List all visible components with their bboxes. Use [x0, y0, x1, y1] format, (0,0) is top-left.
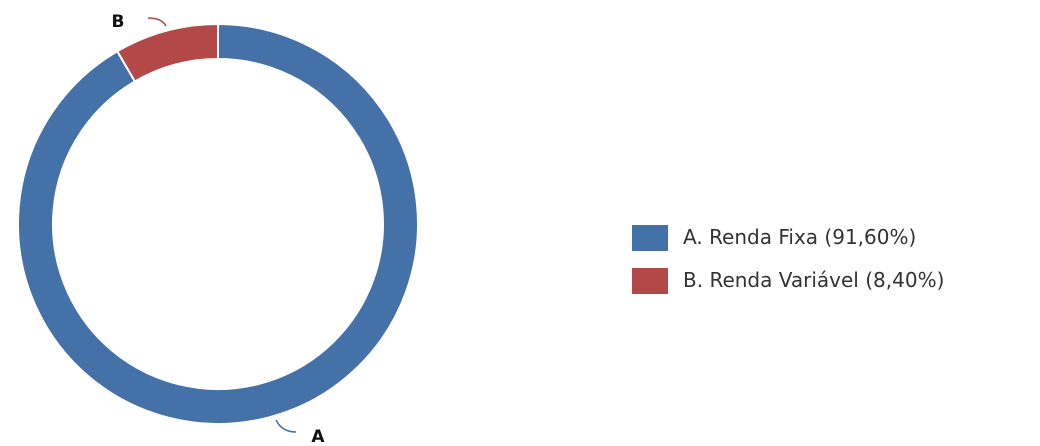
- legend-sep: ): [908, 225, 916, 249]
- legend-label: A. Renda Fixa (91,60%): [683, 225, 916, 249]
- legend-name: Renda Fixa: [709, 225, 818, 249]
- legend-sep: (: [818, 225, 832, 249]
- legend-swatch: [632, 268, 668, 294]
- slice-label: B: [112, 12, 125, 32]
- legend-letter: A: [683, 225, 697, 249]
- slice: [115, 22, 219, 83]
- legend-value: 91,60%: [832, 225, 908, 249]
- legend-label: B. Renda Variável (8,40%): [683, 268, 944, 292]
- legend-letter: B: [683, 268, 697, 292]
- legend-sep: (: [859, 268, 873, 292]
- donut: AB: [17, 12, 419, 446]
- legend-name: Renda Variável: [709, 268, 858, 292]
- leader-line: [147, 17, 167, 27]
- leader-line: [275, 419, 297, 433]
- slice-label: A: [311, 427, 325, 446]
- legend-value: 8,40%: [873, 268, 937, 292]
- legend-sep: .: [697, 268, 710, 292]
- legend-swatch: [632, 225, 668, 251]
- slice: [17, 22, 419, 425]
- legend-sep: ): [937, 268, 945, 292]
- legend: A. Renda Fixa (91,60%)B. Renda Variável …: [632, 225, 944, 294]
- legend-sep: .: [696, 225, 709, 249]
